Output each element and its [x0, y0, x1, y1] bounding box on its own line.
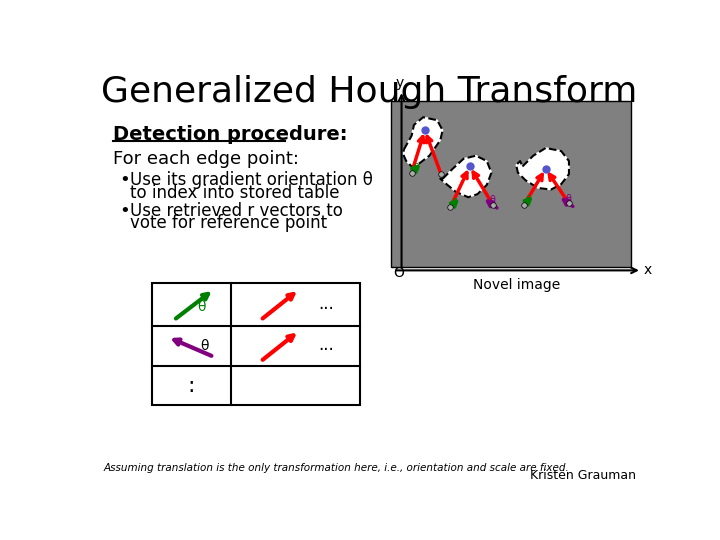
Polygon shape — [441, 156, 492, 197]
Text: •: • — [120, 202, 130, 220]
Text: ...: ... — [319, 295, 334, 313]
Text: Kristen Grauman: Kristen Grauman — [531, 469, 636, 482]
Text: O: O — [393, 266, 404, 280]
Text: θ: θ — [452, 198, 458, 208]
Text: :: : — [187, 376, 194, 396]
Text: Use its gradient orientation θ: Use its gradient orientation θ — [130, 171, 373, 190]
Text: ...: ... — [319, 336, 334, 354]
Text: x: x — [644, 263, 652, 277]
Polygon shape — [403, 117, 443, 166]
Bar — [391, 101, 631, 267]
Text: Generalized Hough Transform: Generalized Hough Transform — [101, 75, 637, 109]
Text: Assuming translation is the only transformation here, i.e., orientation and scal: Assuming translation is the only transfo… — [104, 463, 570, 473]
Text: θ: θ — [566, 194, 572, 204]
Text: θ: θ — [490, 195, 496, 205]
Text: vote for reference point: vote for reference point — [130, 214, 328, 232]
Text: θ: θ — [197, 300, 205, 314]
Bar — [152, 284, 360, 405]
Text: θ: θ — [526, 195, 531, 205]
Text: Use retrieved r vectors to: Use retrieved r vectors to — [130, 202, 343, 220]
Text: For each edge point:: For each edge point: — [113, 150, 300, 168]
Text: Detection procedure:: Detection procedure: — [113, 125, 348, 144]
Text: •: • — [120, 171, 130, 190]
Text: Novel image: Novel image — [474, 278, 561, 292]
Text: θ: θ — [413, 163, 419, 173]
Polygon shape — [516, 148, 569, 190]
Text: θ: θ — [200, 339, 209, 353]
Text: y: y — [395, 76, 404, 90]
Text: to index into stored table: to index into stored table — [130, 184, 340, 201]
